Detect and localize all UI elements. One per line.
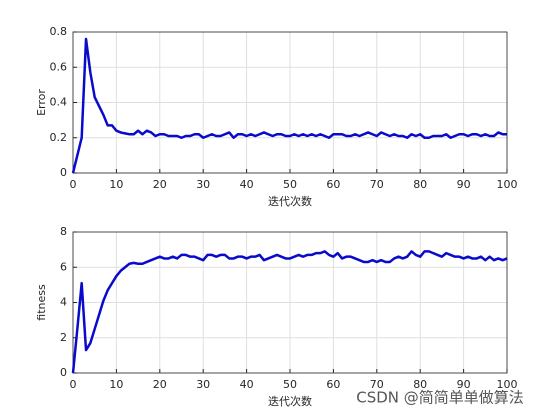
x-tick-label: 30	[196, 178, 210, 191]
x-tick-label: 60	[326, 378, 340, 391]
x-tick-label: 10	[109, 378, 123, 391]
y-tick-label: 0.8	[50, 25, 68, 38]
x-tick-label: 70	[370, 178, 384, 191]
y-tick-label: 0.6	[50, 60, 68, 73]
y-tick-label: 8	[60, 225, 67, 238]
x-tick-label: 10	[109, 178, 123, 191]
y-tick-label: 0.4	[50, 96, 68, 109]
y-tick-label: 0.2	[50, 131, 68, 144]
y-axis-label: Error	[35, 89, 48, 116]
x-tick-label: 20	[153, 178, 167, 191]
y-tick-label: 6	[60, 260, 67, 273]
x-tick-label: 40	[240, 378, 254, 391]
x-axis-label: 迭代次数	[268, 394, 312, 408]
x-tick-label: 20	[153, 378, 167, 391]
x-tick-label: 100	[497, 378, 518, 391]
x-tick-label: 0	[70, 178, 77, 191]
x-tick-label: 50	[283, 378, 297, 391]
x-axis-label: 迭代次数	[268, 194, 312, 208]
x-tick-label: 0	[70, 378, 77, 391]
x-tick-label: 30	[196, 378, 210, 391]
x-tick-label: 80	[413, 378, 427, 391]
y-axis-label: fitness	[35, 284, 48, 321]
y-tick-label: 2	[60, 331, 67, 344]
x-tick-label: 100	[497, 178, 518, 191]
data-line	[71, 250, 508, 374]
x-tick-label: 80	[413, 178, 427, 191]
y-tick-label: 0	[60, 366, 67, 379]
axes-frame	[72, 31, 508, 174]
watermark: CSDN @简简单单做算法	[356, 389, 524, 407]
axes-frame	[72, 231, 508, 374]
data-line	[71, 37, 507, 174]
x-tick-label: 90	[457, 178, 471, 191]
x-tick-label: 60	[326, 178, 340, 191]
x-tick-label: 90	[457, 378, 471, 391]
y-tick-label: 4	[60, 296, 67, 309]
x-tick-label: 70	[370, 378, 384, 391]
y-tick-label: 0	[60, 166, 67, 179]
x-tick-label: 40	[240, 178, 254, 191]
x-tick-label: 50	[283, 178, 297, 191]
